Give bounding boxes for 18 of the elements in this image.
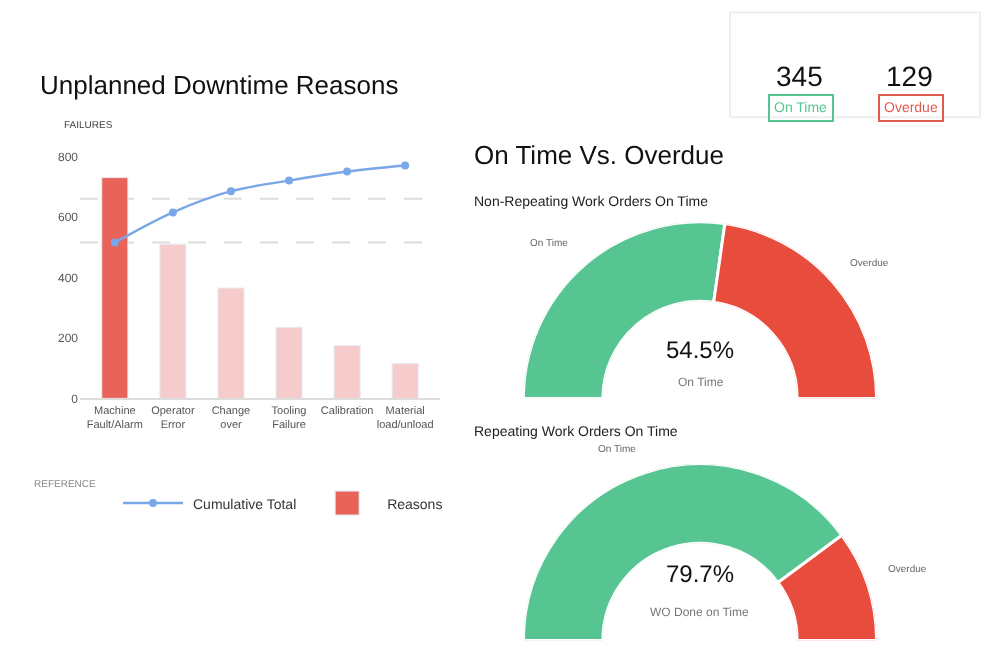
bar bbox=[391, 363, 419, 399]
text: 54.5% bbox=[666, 336, 735, 364]
data-label: 129 bbox=[886, 60, 934, 92]
chart-title: On Time Vs. Overdue bbox=[474, 140, 724, 170]
bar bbox=[101, 177, 129, 399]
bar bbox=[217, 287, 245, 399]
point bbox=[343, 167, 352, 176]
point bbox=[110, 238, 119, 247]
bar bbox=[333, 344, 361, 399]
bar bbox=[275, 326, 303, 399]
point bbox=[285, 176, 294, 185]
point bbox=[226, 187, 235, 196]
data-label: 345 bbox=[776, 60, 824, 92]
text: 79.7% bbox=[666, 560, 735, 588]
chart-title: Unplanned Downtime Reasons bbox=[40, 70, 400, 100]
point bbox=[401, 161, 410, 170]
point bbox=[168, 208, 177, 217]
bar bbox=[159, 243, 187, 399]
